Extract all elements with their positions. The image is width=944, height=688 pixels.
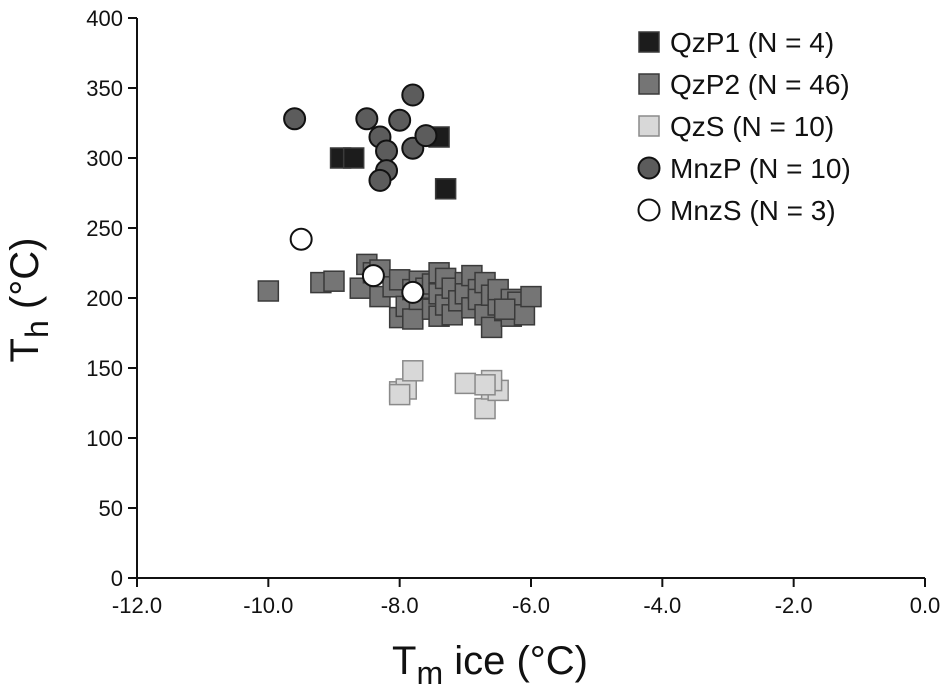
data-point xyxy=(454,372,477,395)
series-3 xyxy=(283,83,438,192)
y-axis-title-subscript: h xyxy=(19,320,55,338)
data-point xyxy=(474,374,496,396)
data-point xyxy=(474,397,496,420)
data-point xyxy=(402,308,424,330)
legend-marker xyxy=(638,31,660,53)
data-points xyxy=(257,83,542,420)
y-axis-title: Th (°C) xyxy=(3,238,55,363)
data-point xyxy=(480,316,503,339)
legend-marker xyxy=(637,198,661,222)
x-axis-title-rest: ice (°C) xyxy=(443,639,588,683)
x-axis-title: Tm ice (°C) xyxy=(392,639,588,688)
y-tick-label: 200 xyxy=(86,286,123,311)
data-point xyxy=(401,83,425,107)
y-tick-label: 250 xyxy=(86,216,123,241)
x-tick-label: -10.0 xyxy=(243,593,293,618)
x-axis-title-main: T xyxy=(392,639,416,683)
y-tick-label: 100 xyxy=(86,426,123,451)
data-point xyxy=(289,227,313,251)
x-axis-title-subscript: m xyxy=(416,655,443,688)
data-point xyxy=(388,383,411,406)
y-tick-label: 350 xyxy=(86,76,123,101)
x-tick-label: -8.0 xyxy=(381,593,419,618)
x-tick-label: -2.0 xyxy=(775,593,813,618)
data-point xyxy=(388,108,412,132)
data-point xyxy=(375,139,399,163)
legend-label: QzP2 (N = 46) xyxy=(670,69,850,100)
series-2 xyxy=(388,360,509,420)
legend: QzP1 (N = 4) QzP2 (N = 46) QzS (N = 10) Mnz… xyxy=(637,27,851,226)
y-tick-label: 50 xyxy=(99,496,123,521)
legend-label: QzP1 (N = 4) xyxy=(670,27,834,58)
legend-label: QzS (N = 10) xyxy=(670,111,834,142)
legend-marker xyxy=(637,156,661,180)
legend-marker xyxy=(638,115,660,137)
x-tick-label: -6.0 xyxy=(512,593,550,618)
data-point xyxy=(257,280,280,302)
data-point xyxy=(493,298,516,320)
y-axis: 0 50 100 150 200 250 300 350 400 xyxy=(86,6,138,591)
data-point xyxy=(355,107,379,131)
y-axis-title-rest: (°C) xyxy=(3,238,47,321)
data-point xyxy=(414,124,438,148)
y-tick-label: 0 xyxy=(111,566,123,591)
y-tick-label: 400 xyxy=(86,6,123,31)
data-point xyxy=(368,168,392,192)
y-axis-title-main: T xyxy=(3,338,47,362)
data-point xyxy=(401,280,425,304)
series-4 xyxy=(289,227,425,304)
data-point xyxy=(361,264,385,288)
y-tick-label: 300 xyxy=(86,146,123,171)
data-point xyxy=(342,147,365,169)
series-0 xyxy=(329,126,457,200)
legend-label: MnzS (N = 3) xyxy=(670,195,836,226)
x-tick-label: 0.0 xyxy=(910,593,941,618)
legend-label: MnzP (N = 10) xyxy=(670,153,851,184)
x-tick-label: -12.0 xyxy=(112,593,162,618)
data-point xyxy=(520,285,542,308)
series-1 xyxy=(257,253,542,339)
legend-marker xyxy=(638,73,660,95)
data-point xyxy=(402,360,424,382)
x-tick-label: -4.0 xyxy=(643,593,681,618)
y-tick-label: 150 xyxy=(86,356,123,381)
data-point xyxy=(283,107,307,131)
data-point xyxy=(513,304,536,326)
x-axis: -12.0 -10.0 -8.0 -6.0 -4.0 -2.0 0.0 xyxy=(112,577,941,618)
data-point xyxy=(323,270,345,292)
data-point xyxy=(434,178,457,200)
